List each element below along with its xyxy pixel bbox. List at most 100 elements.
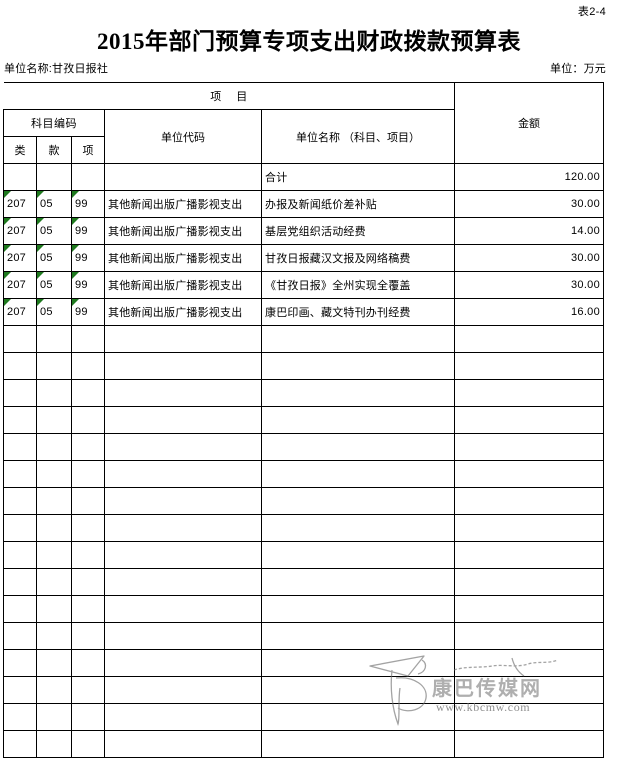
cell-empty [104, 433, 262, 461]
cell-empty [260, 730, 456, 758]
cell-lei: 207 [3, 244, 37, 272]
cell-empty [71, 595, 105, 623]
cell-empty [71, 649, 105, 677]
text-number-flag-icon [72, 218, 79, 225]
header-row-leaf: 类 款 项 [3, 136, 604, 164]
unit-name-label: 单位名称:甘孜日报社 [4, 63, 109, 75]
table-body: 合计 120.00 207 05 99 其他新闻出版广播影视支出 办报及新闻纸价差补贴 30.… [3, 163, 605, 758]
table-row-empty [3, 568, 605, 596]
text-number-flag-icon [4, 245, 11, 252]
header-row-sub: 科目编码 单位代码 单位名称 （科目、项目） [3, 109, 604, 164]
cell-xiang-text: 99 [75, 252, 88, 264]
cell-amount: 30.00 [454, 190, 605, 218]
page-title: 2015年部门预算专项支出财政拨款预算表 [97, 29, 521, 54]
text-number-flag-icon [72, 272, 79, 279]
cell-unit-name: 《甘孜日报》全州实现全覆盖 [260, 271, 456, 299]
sheet-code-label: 表2-4 [577, 6, 606, 18]
cell-empty [36, 541, 72, 569]
table-row-empty [3, 595, 605, 623]
cell-empty [3, 352, 37, 380]
cell-unit-name: 合计 [260, 163, 456, 191]
cell-empty [104, 460, 262, 488]
cell-xiang: 99 [71, 244, 105, 272]
cell-xiang-text: 99 [75, 279, 88, 291]
cell-empty [36, 595, 72, 623]
cell-kuan: 05 [36, 271, 72, 299]
cell-empty [71, 325, 105, 353]
cell-empty [3, 433, 37, 461]
cell-xiang-text: 99 [75, 306, 88, 318]
cell-unit-name: 康巴印画、藏文特刊办刊经费 [260, 298, 456, 326]
cell-empty [71, 406, 105, 434]
cell-empty [3, 703, 37, 731]
cell-empty [71, 676, 105, 704]
cell-amount: 16.00 [454, 298, 605, 326]
cell-empty [3, 460, 37, 488]
cell-empty [454, 352, 605, 380]
cell-empty [3, 325, 37, 353]
table-row-empty [3, 730, 605, 758]
text-number-flag-icon [72, 299, 79, 306]
cell-kuan [36, 163, 72, 191]
cell-empty [260, 541, 456, 569]
cell-empty [260, 352, 456, 380]
cell-unit-name: 基层党组织活动经费 [260, 217, 456, 245]
cell-empty [104, 514, 262, 542]
cell-empty [104, 568, 262, 596]
cell-empty [36, 352, 72, 380]
cell-empty [104, 541, 262, 569]
cell-lei-text: 207 [7, 225, 26, 237]
cell-empty [454, 703, 605, 731]
cell-empty [104, 487, 262, 515]
cell-empty [3, 541, 37, 569]
table-head: 项 目 金额 科目编码 单位代码 单位名称 （科目、项目） 类 款 项 [3, 82, 605, 164]
cell-lei: 207 [3, 217, 37, 245]
cell-empty [454, 406, 605, 434]
cell-empty [104, 595, 262, 623]
cell-empty [36, 487, 72, 515]
cell-unit-code: 其他新闻出版广播影视支出 [104, 217, 262, 245]
text-number-flag-icon [37, 272, 44, 279]
table-row-empty [3, 487, 605, 515]
cell-amount: 120.00 [454, 163, 605, 191]
cell-empty [260, 595, 456, 623]
cell-empty [454, 325, 605, 353]
cell-empty [104, 325, 262, 353]
cell-empty [3, 730, 37, 758]
cell-kuan: 05 [36, 190, 72, 218]
table-row: 207 05 99 其他新闻出版广播影视支出 办报及新闻纸价差补贴 30.00 [3, 190, 605, 218]
cell-lei-text: 207 [7, 198, 26, 210]
cell-empty [3, 595, 37, 623]
cell-empty [71, 730, 105, 758]
text-number-flag-icon [37, 245, 44, 252]
cell-kuan: 05 [36, 217, 72, 245]
cell-xiang-text: 99 [75, 198, 88, 210]
cell-empty [454, 649, 605, 677]
text-number-flag-icon [4, 218, 11, 225]
cell-empty [36, 703, 72, 731]
cell-empty [71, 460, 105, 488]
cell-empty [260, 325, 456, 353]
cell-empty [36, 406, 72, 434]
cell-empty [3, 568, 37, 596]
cell-empty [3, 487, 37, 515]
cell-empty [454, 676, 605, 704]
table-row-empty [3, 622, 605, 650]
table-row-empty [3, 703, 605, 731]
cell-empty [454, 487, 605, 515]
cell-unit-code: 其他新闻出版广播影视支出 [104, 298, 262, 326]
cell-empty [3, 406, 37, 434]
cell-empty [104, 703, 262, 731]
cell-empty [71, 568, 105, 596]
cell-lei: 207 [3, 190, 37, 218]
text-number-flag-icon [4, 299, 11, 306]
cell-empty [454, 568, 605, 596]
cell-unit-name: 办报及新闻纸价差补贴 [260, 190, 456, 218]
table-row: 207 05 99 其他新闻出版广播影视支出 《甘孜日报》全州实现全覆盖 30.00 [3, 271, 605, 299]
cell-xiang: 99 [71, 190, 105, 218]
cell-empty [71, 622, 105, 650]
table-row: 207 05 99 其他新闻出版广播影视支出 甘孜日报藏汉文报及网络稿费 30.00 [3, 244, 605, 272]
cell-empty [36, 568, 72, 596]
header-lei: 类 [3, 136, 37, 164]
cell-empty [260, 460, 456, 488]
